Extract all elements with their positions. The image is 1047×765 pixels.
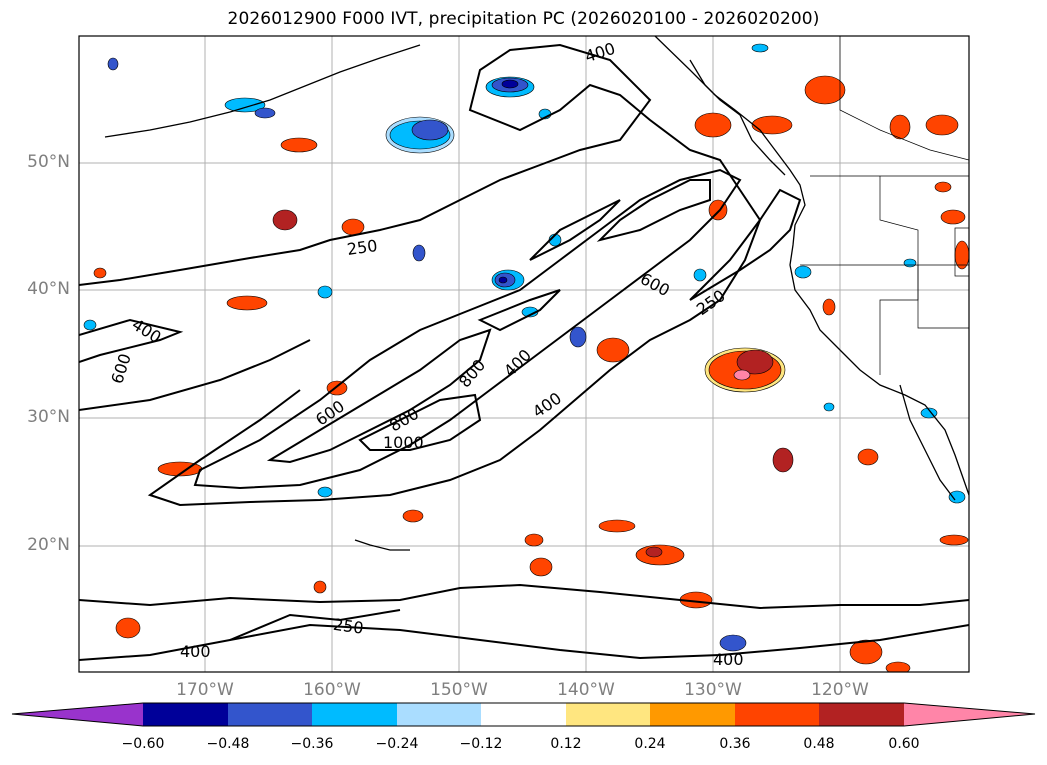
lon-label: 140°W [557,680,615,700]
lat-label: 50°N [27,152,70,172]
contour-label: 1000 [383,433,424,452]
contour-label: 250 [332,615,365,638]
colorbar-tick: −0.24 [375,736,419,752]
coastlines [104,36,969,551]
colorbar-segment [650,703,735,726]
colorbar-tick: 0.60 [888,736,920,752]
colorbar-tick: 0.48 [803,736,835,752]
lat-label: 30°N [27,407,70,427]
colorbar-under [12,703,143,726]
colorbar-segment [735,703,819,726]
colorbar-segment [819,703,904,726]
lat-label: 40°N [27,279,70,299]
contour-label: 400 [180,642,211,661]
lon-label: 170°W [176,680,234,700]
colorbar-segment [143,703,228,726]
gridlines [79,36,969,672]
map-frame [78,35,970,673]
colorbar-tick: −0.36 [290,736,334,752]
map-title: 2026012900 F000 IVT, precipitation PC (2… [227,9,820,29]
contour-label: 600 [637,269,673,300]
contour-label: 800 [455,356,489,392]
colorbar-segment [481,703,566,726]
contour-label: 400 [713,650,744,669]
lon-label: 150°W [430,680,488,700]
lat-label: 20°N [27,535,70,555]
precip-positive-blobs [93,75,969,672]
colorbar-tick: 0.24 [634,736,666,752]
colorbar-tick: −0.48 [206,736,250,752]
colorbar-tick: 0.36 [719,736,751,752]
precip-negative-blobs [83,43,966,652]
lon-label: 130°W [684,680,742,700]
lon-label: 120°W [811,680,869,700]
ivt-contours [79,43,969,661]
contour-label: 400 [129,315,165,347]
contour-label: 800 [386,404,422,436]
state-borders [800,36,969,375]
contour-label: 600 [107,351,135,386]
colorbar-tick: −0.12 [459,736,503,752]
colorbar-segment [397,703,481,726]
colorbar-tick: 0.12 [550,736,582,752]
colorbar [11,702,1036,727]
colorbar-segment [228,703,312,726]
contour-label: 400 [500,345,535,380]
colorbar-tick: −0.60 [121,736,165,752]
colorbar-segment [566,703,650,726]
lon-label: 160°W [303,680,361,700]
colorbar-segment [312,703,397,726]
colorbar-over [904,703,1035,726]
contour-label: 250 [346,236,379,259]
contour-label: 400 [529,388,565,421]
